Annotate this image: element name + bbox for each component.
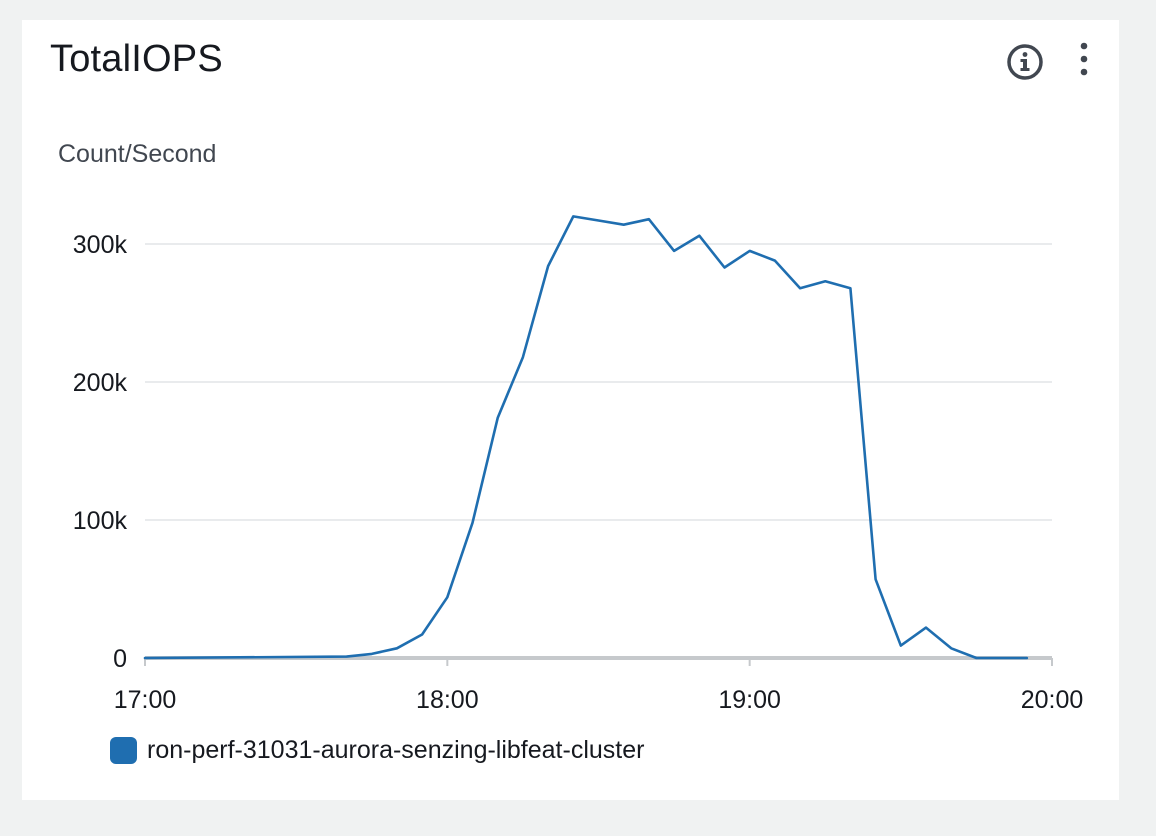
x-tick-label: 17:00 [114, 686, 177, 714]
legend-swatch [110, 737, 137, 764]
x-tick-label: 18:00 [416, 686, 479, 714]
iops-widget: TotalIOPS Count/Second 0 100k 200k 300k 17:0… [22, 20, 1119, 800]
y-tick-label: 200k [73, 369, 128, 397]
x-tick-label: 19:00 [718, 686, 781, 714]
series-line [143, 215, 1029, 660]
info-circle-icon[interactable] [1005, 42, 1045, 82]
y-axis-label: Count/Second [58, 140, 217, 168]
legend[interactable]: ron-perf-31031-aurora-senzing-libfeat-cl… [110, 736, 644, 765]
widget-title: TotalIOPS [50, 38, 223, 80]
y-tick-label: 100k [73, 507, 128, 535]
line-chart: 0 100k 200k 300k 17:00 18:00 19:00 20:00 [73, 215, 1084, 714]
legend-label: ron-perf-31031-aurora-senzing-libfeat-cl… [147, 736, 645, 764]
y-tick-label: 0 [113, 645, 127, 673]
y-tick-label: 300k [73, 231, 128, 259]
vertical-ellipsis-icon[interactable] [1072, 40, 1096, 80]
x-tick-label: 20:00 [1021, 686, 1084, 714]
